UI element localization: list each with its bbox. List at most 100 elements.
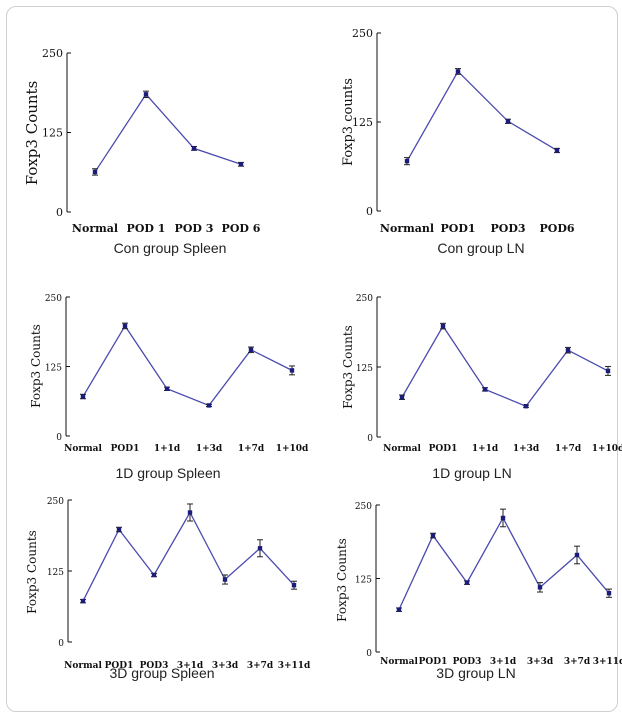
x-category-label: POD3	[490, 222, 525, 235]
x-category-label: POD 6	[222, 222, 261, 235]
x-category-label: 3+11d	[593, 657, 622, 667]
data-point	[523, 404, 529, 409]
y-tick-label: 250	[42, 47, 63, 60]
chart-panel-2: 0 125 250 Foxp3 counts Normanl POD1 POD3 POD6 Co…	[341, 27, 575, 256]
x-category-label: 3+1d	[177, 661, 204, 671]
y-axis-label: Foxp3 counts	[341, 78, 356, 166]
series-line	[406, 70, 558, 162]
data-point	[537, 585, 543, 590]
y-axis-label: Foxp3 Counts	[25, 530, 39, 614]
chart-caption: 1D group Spleen	[115, 465, 220, 481]
x-category-label: POD3	[140, 661, 169, 671]
y-tick-label: 0	[366, 649, 372, 659]
data-point	[206, 403, 212, 408]
series-line	[82, 324, 293, 407]
x-category-label: 1+7d	[238, 444, 265, 454]
data-point	[455, 69, 461, 74]
chart-caption: Con group Spleen	[114, 240, 227, 256]
data-point	[404, 158, 410, 164]
data-point	[116, 527, 122, 532]
x-category-label: 3+7d	[564, 657, 591, 667]
y-axis-label: Foxp3 Counts	[23, 81, 41, 186]
x-category-label: 1+7d	[555, 444, 582, 454]
y-tick-label: 0	[56, 433, 62, 443]
data-point	[92, 169, 98, 175]
data-point	[482, 387, 488, 392]
data-point	[396, 607, 402, 612]
y-axis-label: Foxp3 Counts	[335, 538, 349, 622]
data-point	[464, 580, 470, 585]
x-category-label: Normal	[380, 657, 418, 667]
chart-caption: Con group LN	[437, 240, 524, 256]
x-category-label: 1+10d	[592, 444, 622, 454]
x-category-label: POD 1	[127, 222, 166, 235]
x-category-label: 1+10d	[276, 444, 309, 454]
series-line	[401, 324, 609, 407]
data-point	[399, 395, 405, 400]
y-tick-label: 125	[45, 364, 62, 374]
data-point	[605, 368, 611, 374]
x-category-label: POD1	[419, 657, 448, 667]
x-category-label: 3+3d	[527, 657, 554, 667]
y-tick-label: 250	[45, 294, 62, 304]
x-category-label: POD6	[539, 222, 574, 235]
x-category-label: POD1	[429, 444, 458, 454]
y-tick-label: 250	[352, 27, 373, 40]
data-point	[430, 533, 436, 538]
x-category-label: 3+11d	[278, 661, 311, 671]
y-tick-label: 250	[47, 497, 64, 507]
y-tick-label: 0	[367, 434, 373, 444]
y-tick-label: 250	[356, 294, 373, 304]
x-category-label: Normal	[383, 444, 421, 454]
data-point	[505, 119, 511, 124]
x-category-label: POD 3	[175, 222, 214, 235]
y-axis-label: Foxp3 Counts	[341, 325, 355, 409]
y-tick-label: 125	[356, 364, 373, 374]
x-category-label: Normal	[72, 222, 118, 235]
data-point	[440, 323, 446, 329]
x-category-label: Normal	[64, 444, 102, 454]
y-tick-label: 125	[355, 576, 372, 586]
data-point	[565, 348, 571, 353]
x-category-label: 1+3d	[196, 444, 223, 454]
data-point	[500, 515, 506, 521]
data-point	[143, 92, 149, 97]
x-category-label: 1+1d	[472, 444, 499, 454]
y-tick-label: 125	[352, 116, 373, 129]
data-point	[574, 552, 580, 558]
chart-panel-5: 0 125 250 Foxp3 Counts Normal POD1 POD3 3+1d 3+3…	[25, 497, 311, 681]
y-tick-label: 0	[58, 639, 64, 649]
data-point	[291, 583, 297, 588]
y-tick-label: 125	[42, 127, 63, 140]
chart-caption: 1D group LN	[432, 465, 511, 481]
data-point	[164, 386, 170, 391]
data-point	[122, 323, 128, 329]
data-point	[248, 347, 254, 353]
data-point	[222, 577, 228, 582]
data-point	[191, 146, 197, 151]
x-category-label: Normanl	[380, 222, 434, 235]
x-category-label: 3+3d	[212, 661, 239, 671]
y-axis-label: Foxp3 Counts	[29, 324, 43, 408]
chart-caption: 3D group Spleen	[109, 665, 214, 681]
chart-panel-1: 0 125 250 Foxp3 Counts Normal POD 1 POD 3 POD 6…	[23, 47, 261, 256]
x-category-label: 1+3d	[513, 444, 540, 454]
chart-panel-4: 0 125 250 Foxp3 Counts Normal POD1 1+1d 1+3d 1+7…	[341, 294, 622, 481]
data-point	[257, 546, 263, 551]
data-point	[80, 394, 86, 399]
data-point	[151, 572, 157, 578]
figure-frame	[6, 6, 618, 712]
y-tick-label: 250	[355, 502, 372, 512]
x-category-label: POD1	[440, 222, 475, 235]
x-category-label: 1+1d	[154, 444, 181, 454]
y-tick-label: 0	[56, 206, 63, 219]
data-point	[187, 510, 193, 515]
chart-panel-6: 0 125 250 Foxp3 Counts Normal POD1 POD3 3+1d 3+3…	[335, 502, 622, 681]
data-point	[554, 148, 560, 153]
x-category-label: 3+7d	[247, 661, 274, 671]
x-category-label: POD1	[111, 444, 140, 454]
y-tick-label: 0	[366, 205, 373, 218]
series-line	[94, 93, 242, 173]
data-point	[238, 162, 244, 167]
